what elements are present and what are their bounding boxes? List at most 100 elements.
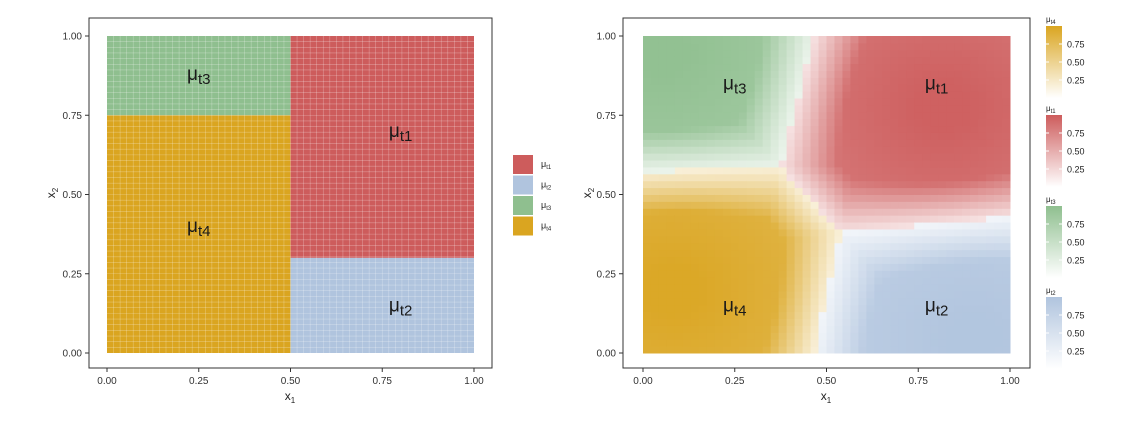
heatmap-cell bbox=[906, 256, 915, 264]
heatmap-cell bbox=[786, 173, 796, 182]
heatmap-cell bbox=[794, 263, 804, 271]
heatmap-cell bbox=[922, 242, 931, 251]
heatmap-cell bbox=[906, 166, 915, 175]
heatmap-cell bbox=[762, 36, 772, 44]
heatmap-cell bbox=[754, 77, 764, 85]
heatmap-cell bbox=[938, 187, 947, 195]
heatmap-cell bbox=[762, 42, 772, 51]
heatmap-cell bbox=[914, 256, 923, 264]
heatmap-cell bbox=[770, 270, 780, 278]
heatmap-cell bbox=[874, 228, 883, 237]
heatmap-cell bbox=[754, 194, 764, 202]
heatmap-cell bbox=[858, 77, 867, 85]
heatmap-cell bbox=[643, 132, 652, 140]
heatmap-cell bbox=[834, 42, 843, 51]
heatmap-cell bbox=[882, 270, 891, 278]
heatmap-cell bbox=[778, 70, 788, 78]
heatmap-cell bbox=[890, 70, 899, 78]
heatmap-cell bbox=[682, 132, 692, 140]
heatmap-cell bbox=[738, 277, 748, 285]
heatmap-cell bbox=[834, 277, 843, 285]
heatmap-cell bbox=[746, 42, 756, 51]
heatmap-cell bbox=[938, 284, 947, 292]
heatmap-cell bbox=[682, 284, 692, 292]
heatmap-cell bbox=[906, 146, 915, 154]
heatmap-cell bbox=[810, 70, 820, 78]
heatmap-cell bbox=[874, 201, 883, 209]
heatmap-cell bbox=[794, 180, 804, 189]
heatmap-cell bbox=[866, 332, 875, 340]
colorbar-tick-label: 0.75 bbox=[1067, 220, 1085, 230]
heatmap-cell bbox=[890, 235, 899, 244]
heatmap-cell bbox=[930, 304, 939, 313]
heatmap-cell bbox=[643, 194, 652, 202]
heatmap-cell bbox=[962, 49, 971, 58]
heatmap-cell bbox=[930, 42, 939, 51]
heatmap-cell bbox=[674, 208, 684, 216]
heatmap-cell bbox=[714, 91, 724, 99]
heatmap-cell bbox=[922, 166, 931, 175]
heatmap-cell bbox=[1002, 160, 1011, 168]
heatmap-cell bbox=[922, 339, 931, 347]
heatmap-cell bbox=[946, 194, 955, 202]
heatmap-cell bbox=[746, 311, 756, 320]
heatmap-cell bbox=[674, 98, 684, 106]
heatmap-cell bbox=[802, 304, 812, 313]
heatmap-cell bbox=[666, 118, 676, 127]
heatmap-cell bbox=[714, 318, 724, 326]
heatmap-cell bbox=[834, 332, 843, 340]
heatmap-cell bbox=[826, 297, 835, 306]
heatmap-cell bbox=[658, 332, 668, 340]
heatmap-cell bbox=[842, 235, 851, 244]
heatmap-cell bbox=[690, 173, 700, 182]
heatmap-cell bbox=[706, 215, 716, 223]
heatmap-cell bbox=[922, 228, 931, 237]
heatmap-cell bbox=[794, 70, 804, 78]
heatmap-cell bbox=[722, 290, 732, 299]
heatmap-cell bbox=[682, 42, 692, 51]
heatmap-cell bbox=[882, 194, 891, 202]
heatmap-cell bbox=[643, 346, 652, 354]
heatmap-cell bbox=[850, 222, 859, 230]
heatmap-cell bbox=[778, 132, 788, 140]
heatmap-cell bbox=[746, 91, 756, 99]
heatmap-cell bbox=[738, 153, 748, 161]
heatmap-cell bbox=[818, 63, 827, 71]
heatmap-cell bbox=[882, 215, 891, 223]
heatmap-cell bbox=[938, 201, 947, 209]
heatmap-cell bbox=[834, 346, 843, 354]
heatmap-cell bbox=[882, 160, 891, 168]
heatmap-cell bbox=[978, 325, 987, 333]
heatmap-cell bbox=[706, 222, 716, 230]
heatmap-cell bbox=[802, 277, 812, 285]
heatmap-cell bbox=[682, 325, 692, 333]
heatmap-cell bbox=[818, 208, 827, 216]
heatmap-cell bbox=[842, 56, 851, 65]
heatmap-cell bbox=[746, 98, 756, 106]
heatmap-cell bbox=[970, 70, 979, 78]
heatmap-cell bbox=[986, 270, 995, 278]
heatmap-cell bbox=[962, 180, 971, 189]
heatmap-cell bbox=[650, 125, 660, 133]
heatmap-cell bbox=[778, 263, 788, 271]
heatmap-cell bbox=[810, 91, 820, 99]
heatmap-cell bbox=[810, 297, 820, 306]
heatmap-cell bbox=[650, 318, 660, 326]
heatmap-cell bbox=[946, 139, 955, 147]
heatmap-cell bbox=[706, 249, 716, 258]
heatmap-cell bbox=[954, 297, 963, 306]
heatmap-cell bbox=[834, 166, 843, 175]
heatmap-cell bbox=[962, 277, 971, 285]
heatmap-cell bbox=[722, 256, 732, 264]
heatmap-cell bbox=[954, 180, 963, 189]
heatmap-cell bbox=[778, 63, 788, 71]
heatmap-cell bbox=[698, 290, 708, 299]
heatmap-cell bbox=[818, 201, 827, 209]
heatmap-cell bbox=[914, 166, 923, 175]
heatmap-cell bbox=[850, 180, 859, 189]
heatmap-cell bbox=[978, 297, 987, 306]
heatmap-cell bbox=[738, 222, 748, 230]
heatmap-cell bbox=[962, 228, 971, 237]
heatmap-cell bbox=[954, 249, 963, 258]
heatmap-cell bbox=[954, 77, 963, 85]
